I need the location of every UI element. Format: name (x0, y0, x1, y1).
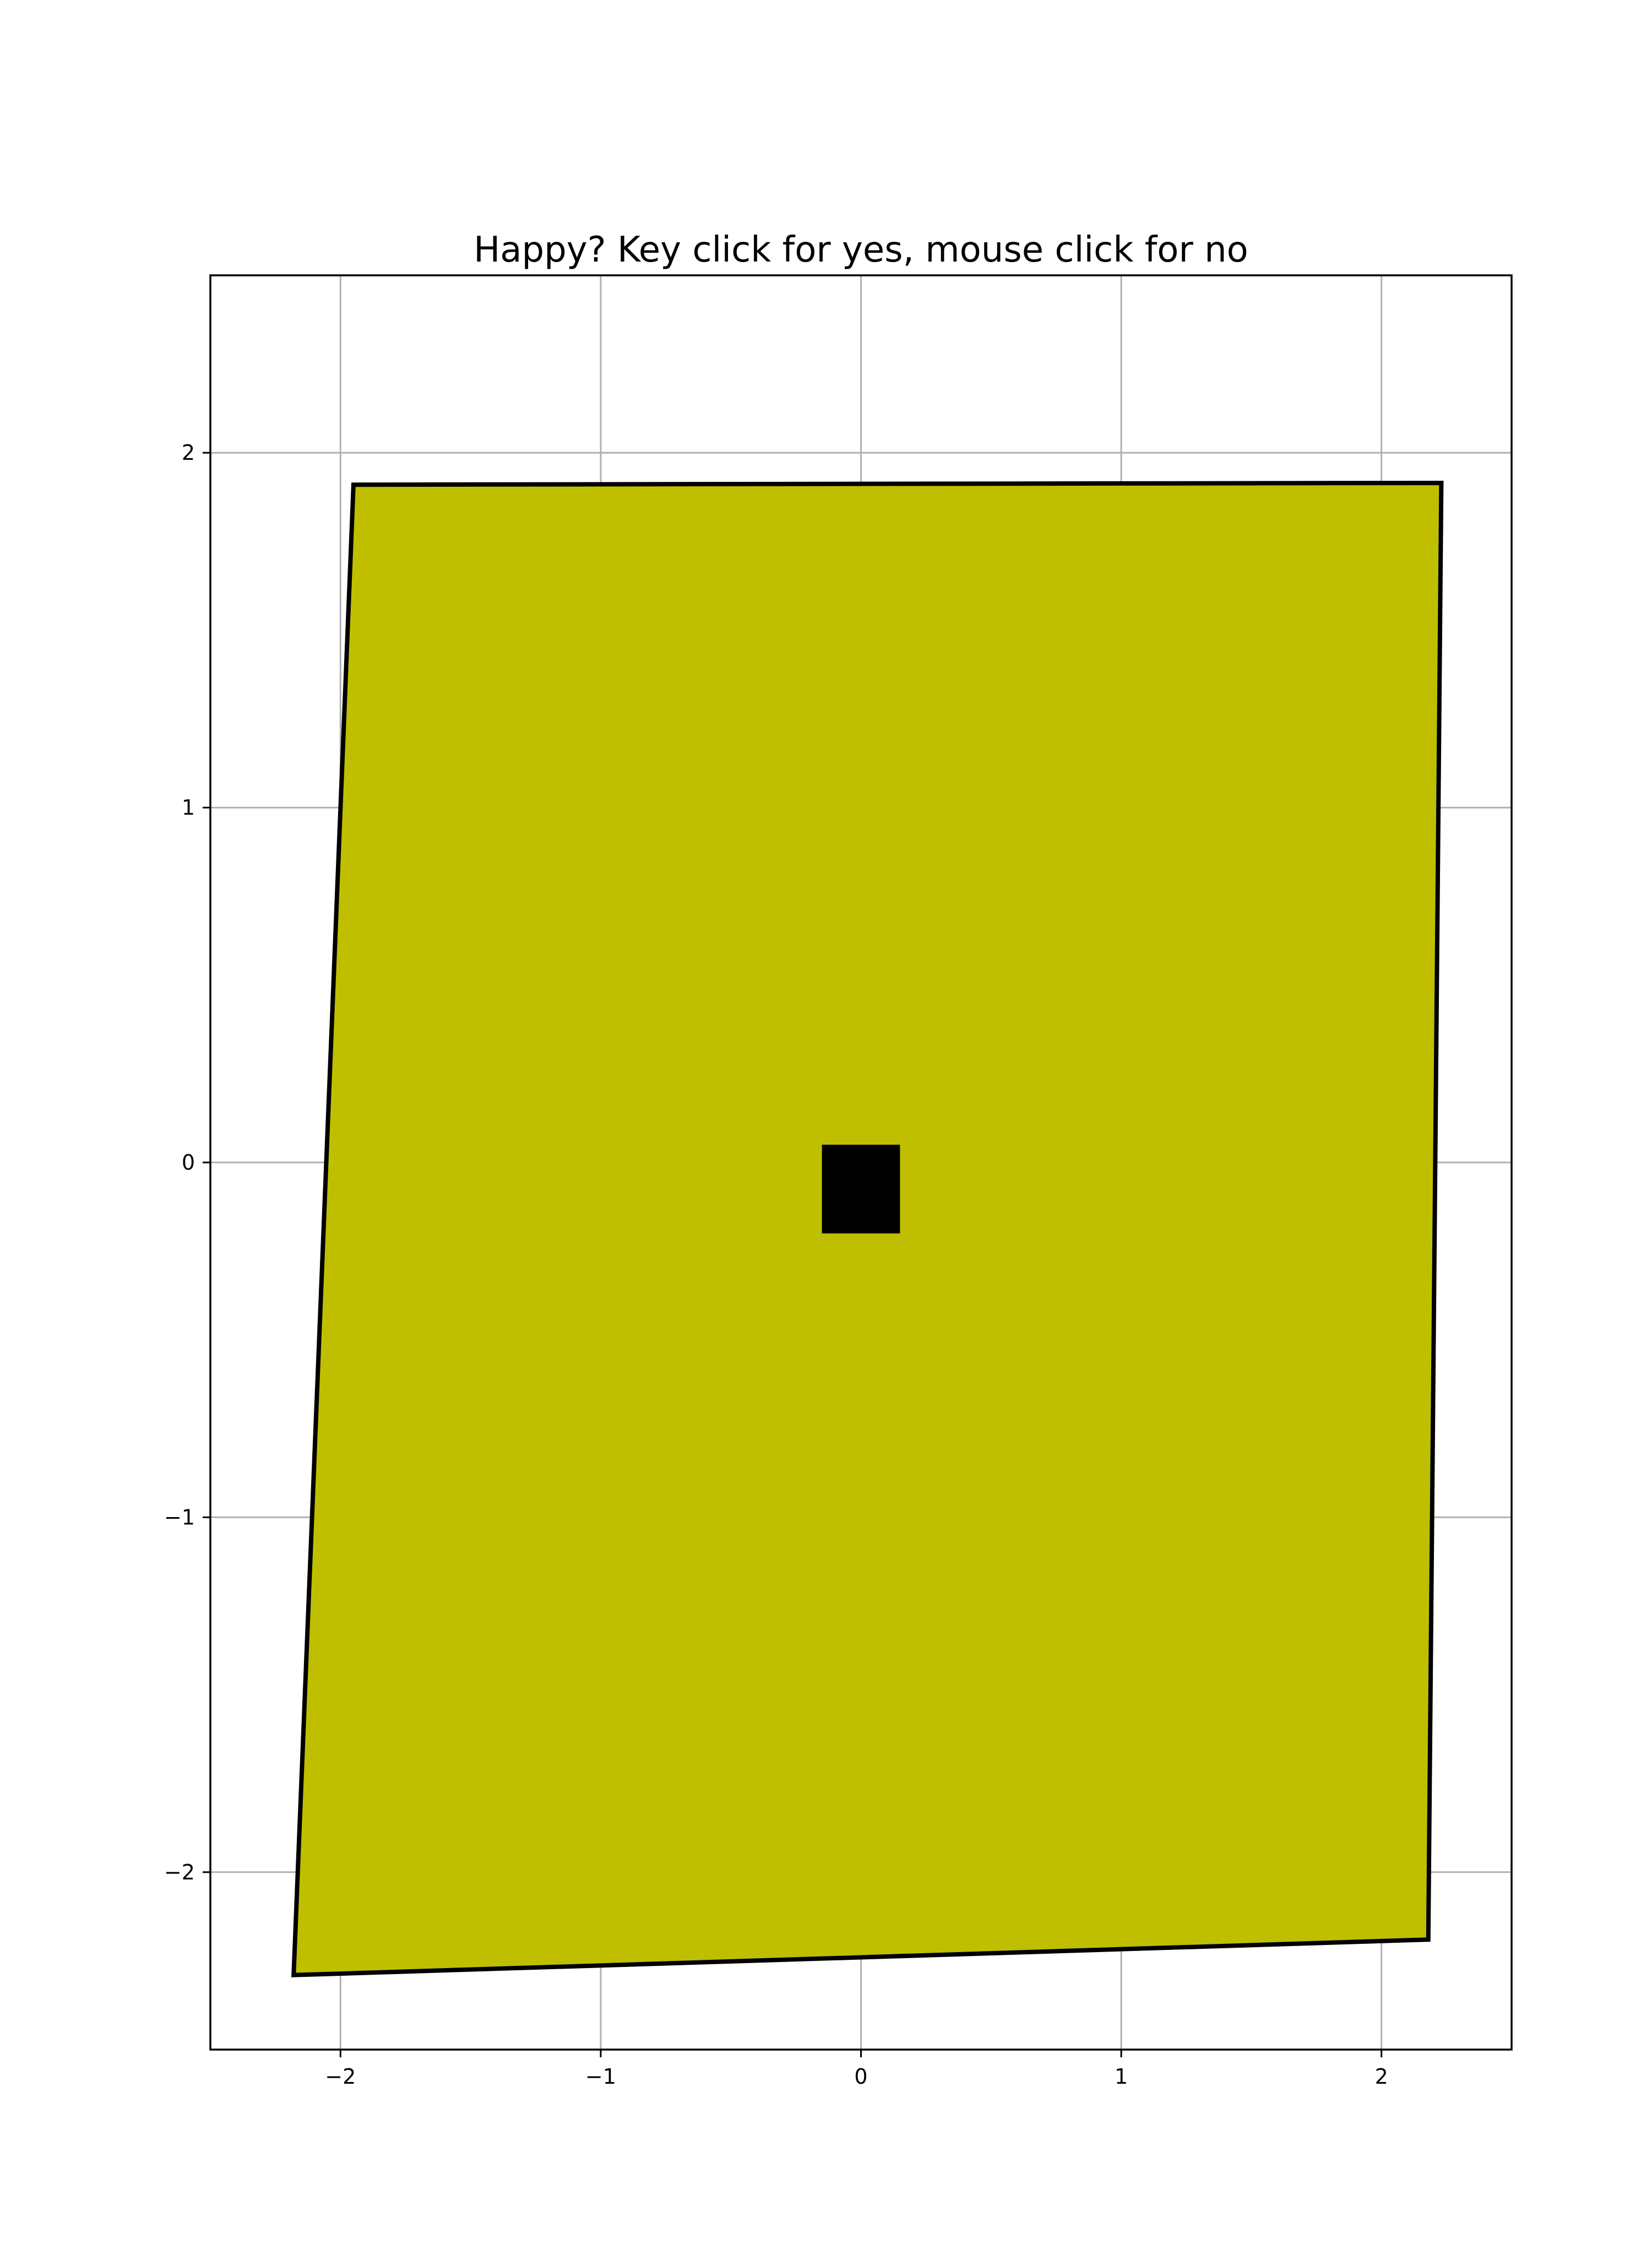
plot-shapes (294, 483, 1441, 1975)
y-tick-label: 2 (182, 441, 195, 465)
y-tick-label: −1 (164, 1505, 195, 1529)
x-tick-label: −1 (585, 2064, 616, 2089)
y-tick-label: 0 (182, 1150, 195, 1175)
y-tick-label: 1 (182, 796, 195, 820)
chart-title: Happy? Key click for yes, mouse click fo… (474, 230, 1248, 270)
nose-shape (822, 1145, 900, 1233)
x-tick-label: 0 (854, 2064, 867, 2089)
x-tick-label: −2 (325, 2064, 356, 2089)
x-tick-label: 1 (1115, 2064, 1128, 2089)
x-tick-label: 2 (1375, 2064, 1388, 2089)
y-tick-label: −2 (164, 1860, 195, 1884)
